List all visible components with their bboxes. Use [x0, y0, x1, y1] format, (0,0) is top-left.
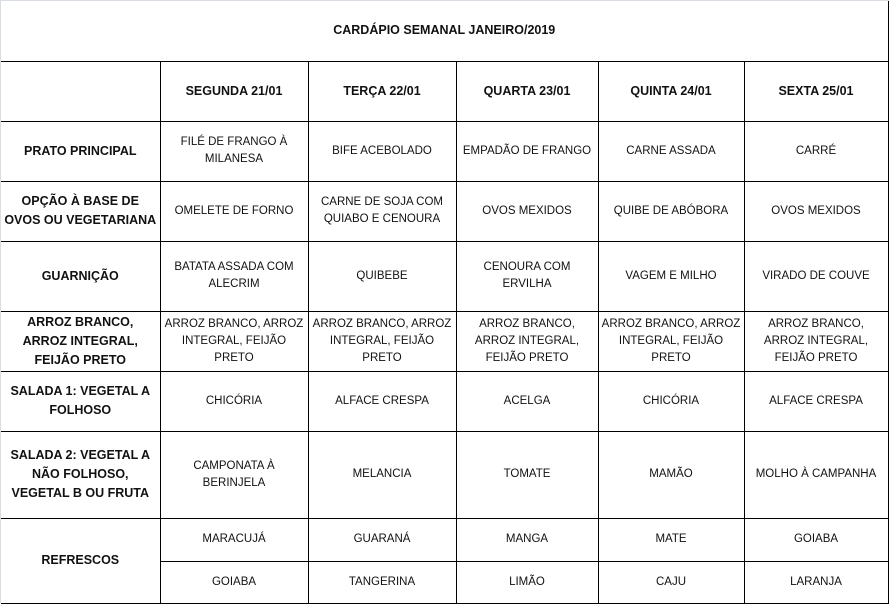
menu-cell: OMELETE DE FORNO [159, 180, 309, 242]
menu-cell: OVOS MEXIDOS [743, 180, 889, 242]
corner-cell [1, 60, 161, 122]
menu-cell: ACELGA [455, 370, 599, 432]
menu-cell: CAMPONATA À BERINJELA [159, 430, 309, 519]
row-label: GUARNIÇÃO [1, 240, 161, 312]
menu-cell: MATE [597, 517, 745, 562]
menu-cell: MOLHO À CAMPANHA [743, 430, 889, 519]
menu-cell: CARRÉ [743, 120, 889, 182]
menu-cell: VIRADO DE COUVE [743, 240, 889, 312]
menu-row: ARROZ BRANCO, ARROZ INTEGRAL, FEIJÃO PRE… [1, 310, 889, 372]
menu-cell: GUARANÁ [307, 517, 457, 562]
menu-row: SALADA 2: VEGETAL A NÃO FOLHOSO, VEGETAL… [1, 430, 889, 519]
menu-cell: GOIABA [159, 560, 309, 604]
row-label: ARROZ BRANCO, ARROZ INTEGRAL, FEIJÃO PRE… [1, 310, 161, 372]
day-header: TERÇA 22/01 [307, 60, 457, 122]
menu-cell: CHICÓRIA [159, 370, 309, 432]
row-label-refrescos: REFRESCOS [1, 517, 161, 604]
menu-cell: BIFE ACEBOLADO [307, 120, 457, 182]
menu-cell: ARROZ BRANCO, ARROZ INTEGRAL, FEIJÃO PRE… [597, 310, 745, 372]
day-header: SEGUNDA 21/01 [159, 60, 309, 122]
row-label: PRATO PRINCIPAL [1, 120, 161, 182]
menu-cell: FILÉ DE FRANGO À MILANESA [159, 120, 309, 182]
menu-row: OPÇÃO À BASE DE OVOS OU VEGETARIANA OMELE… [1, 180, 889, 242]
row-label: SALADA 1: VEGETAL A FOLHOSO [1, 370, 161, 432]
menu-cell: MAMÃO [597, 430, 745, 519]
menu-cell: QUIBE DE ABÓBORA [597, 180, 745, 242]
menu-row: SALADA 1: VEGETAL A FOLHOSO CHICÓRIA ALFAC… [1, 370, 889, 432]
menu-cell: ARROZ BRANCO, ARROZ INTEGRAL, FEIJÃO PRE… [455, 310, 599, 372]
menu-cell: EMPADÃO DE FRANGO [455, 120, 599, 182]
menu-cell: LIMÃO [455, 560, 599, 604]
menu-cell: CARNE ASSADA [597, 120, 745, 182]
menu-cell: OVOS MEXIDOS [455, 180, 599, 242]
menu-cell: MANGA [455, 517, 599, 562]
menu-cell: TOMATE [455, 430, 599, 519]
menu-cell: MELANCIA [307, 430, 457, 519]
menu-cell: VAGEM E MILHO [597, 240, 745, 312]
menu-cell: CHICÓRIA [597, 370, 745, 432]
menu-cell: ALFACE CRESPA [307, 370, 457, 432]
menu-cell: LARANJA [743, 560, 889, 604]
menu-cell: CAJU [597, 560, 745, 604]
menu-cell: ARROZ BRANCO, ARROZ INTEGRAL, FEIJÃO PRE… [307, 310, 457, 372]
menu-cell: ARROZ BRANCO, ARROZ INTEGRAL, FEIJÃO PRE… [159, 310, 309, 372]
menu-cell: MARACUJÁ [159, 517, 309, 562]
menu-cell: TANGERINA [307, 560, 457, 604]
day-header: SEXTA 25/01 [743, 60, 889, 122]
menu-row: PRATO PRINCIPAL FILÉ DE FRANGO À MILANESA… [1, 120, 889, 182]
menu-cell: CENOURA COM ERVILHA [455, 240, 599, 312]
row-label: OPÇÃO À BASE DE OVOS OU VEGETARIANA [1, 180, 161, 242]
row-label: SALADA 2: VEGETAL A NÃO FOLHOSO, VEGETAL… [1, 430, 161, 519]
menu-cell: ARROZ BRANCO, ARROZ INTEGRAL, FEIJÃO PRE… [743, 310, 889, 372]
menu-cell: BATATA ASSADA COM ALECRIM [159, 240, 309, 312]
day-header: QUINTA 24/01 [597, 60, 745, 122]
menu-cell: GOIABA [743, 517, 889, 562]
menu-row: GUARNIÇÃO BATATA ASSADA COM ALECRIM QUIBEB… [1, 240, 889, 312]
menu-title: CARDÁPIO SEMANAL JANEIRO/2019 [1, 1, 889, 62]
day-header: QUARTA 23/01 [455, 60, 599, 122]
menu-cell: ALFACE CRESPA [743, 370, 889, 432]
menu-cell: QUIBEBE [307, 240, 457, 312]
menu-cell: CARNE DE SOJA COM QUIABO E CENOURA [307, 180, 457, 242]
